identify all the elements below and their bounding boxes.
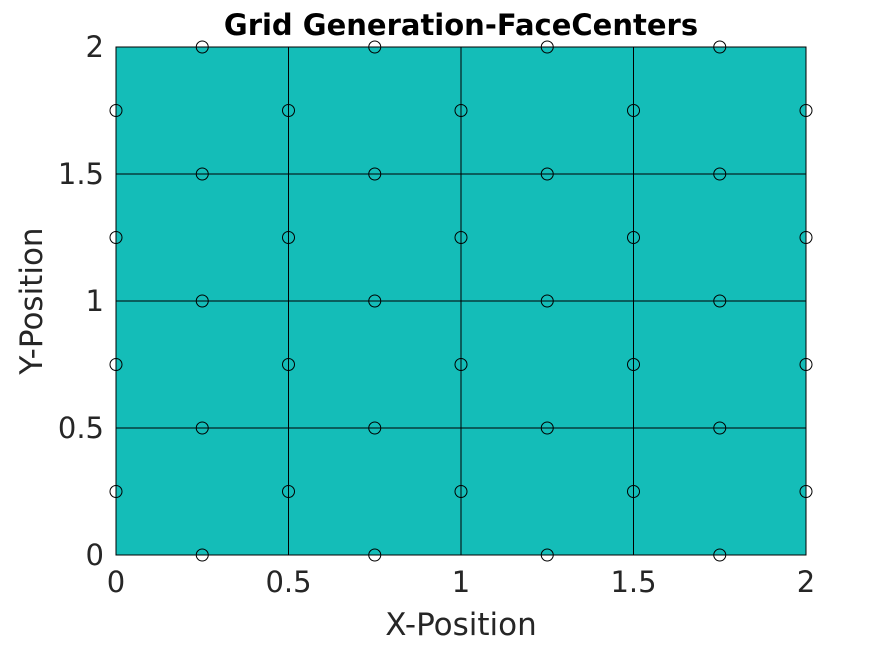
y-tick-label: 2 [86,30,104,64]
data-point-marker [282,485,295,498]
markers [109,40,813,562]
data-point-marker [454,485,468,498]
y-tick-label: 0 [86,538,104,572]
data-point-marker [799,231,813,244]
data-point-marker [627,485,640,498]
data-point-marker [368,421,382,435]
data-point-marker [109,104,123,117]
data-point-marker [540,294,554,308]
grid-lines [115,46,807,556]
data-point-marker [282,104,295,117]
data-point-marker [282,358,295,371]
x-tick-label: 0 [107,565,125,599]
data-point-marker [713,421,727,435]
data-point-marker [713,167,727,181]
data-point-marker [454,104,468,117]
data-point-marker [540,40,554,54]
data-point-marker [799,485,813,498]
y-tick-labels: 0 0.5 1 1.5 2 [58,30,104,572]
data-point-marker [454,358,468,371]
chart-title: Grid Generation-FaceCenters [224,8,698,42]
x-tick-label: 2 [797,565,815,599]
x-tick-label: 0.5 [265,565,311,599]
data-point-marker [627,358,640,371]
data-point-marker [195,40,209,54]
data-point-marker [713,548,727,562]
data-point-marker [368,294,382,308]
data-point-marker [195,294,209,308]
y-tick-label: 1.5 [58,157,104,191]
data-point-marker [109,231,123,244]
data-point-marker [540,421,554,435]
y-tick-label: 0.5 [58,411,104,445]
data-point-marker [540,167,554,181]
x-tick-label: 1 [452,565,470,599]
data-point-marker [627,104,640,117]
data-point-marker [540,548,554,562]
data-point-marker [368,167,382,181]
data-point-marker [799,358,813,371]
y-tick-label: 1 [86,284,104,318]
data-point-marker [454,231,468,244]
x-tick-label: 1.5 [610,565,656,599]
data-point-marker [195,421,209,435]
x-tick-labels: 0 0.5 1 1.5 2 [107,565,815,599]
data-point-marker [282,231,295,244]
data-point-marker [109,485,123,498]
data-point-marker [109,358,123,371]
data-point-marker [713,294,727,308]
data-point-marker [713,40,727,54]
data-point-marker [368,40,382,54]
data-point-marker [195,167,209,181]
data-point-marker [799,104,813,117]
data-point-marker [195,548,209,562]
y-axis-label: Y-Position [14,227,50,375]
data-point-marker [627,231,640,244]
data-point-marker [368,548,382,562]
x-axis-label: X-Position [385,607,537,643]
